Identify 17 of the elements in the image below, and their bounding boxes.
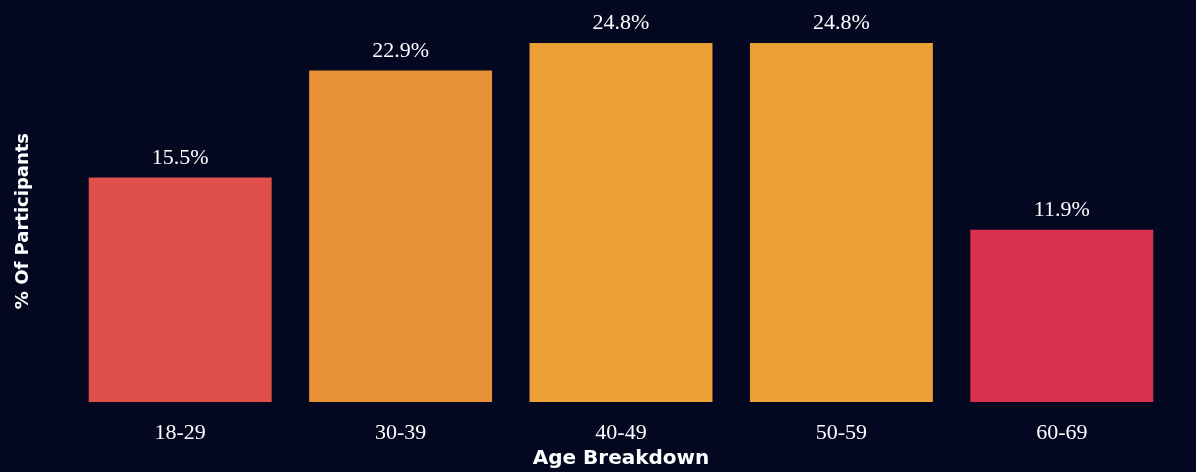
x-tick-label: 40-49 <box>595 418 647 444</box>
bar <box>88 177 272 403</box>
bar <box>309 70 493 403</box>
x-tick-label: 50-59 <box>815 418 868 444</box>
bar <box>529 42 713 403</box>
bar <box>749 42 933 403</box>
data-label: 22.9% <box>372 36 430 62</box>
data-label: 24.8% <box>812 9 870 35</box>
bar <box>970 229 1154 403</box>
data-label: 24.8% <box>592 9 650 35</box>
x-tick-label: 30-39 <box>374 418 427 444</box>
x-tick-label: 18-29 <box>154 418 206 444</box>
x-tick-label: 60-69 <box>1036 418 1088 444</box>
data-label: 11.9% <box>1033 196 1090 222</box>
x-axis-title: Age Breakdown <box>532 445 710 469</box>
data-label: 15.5% <box>151 144 209 170</box>
y-axis-title: % Of Participants <box>10 132 32 310</box>
